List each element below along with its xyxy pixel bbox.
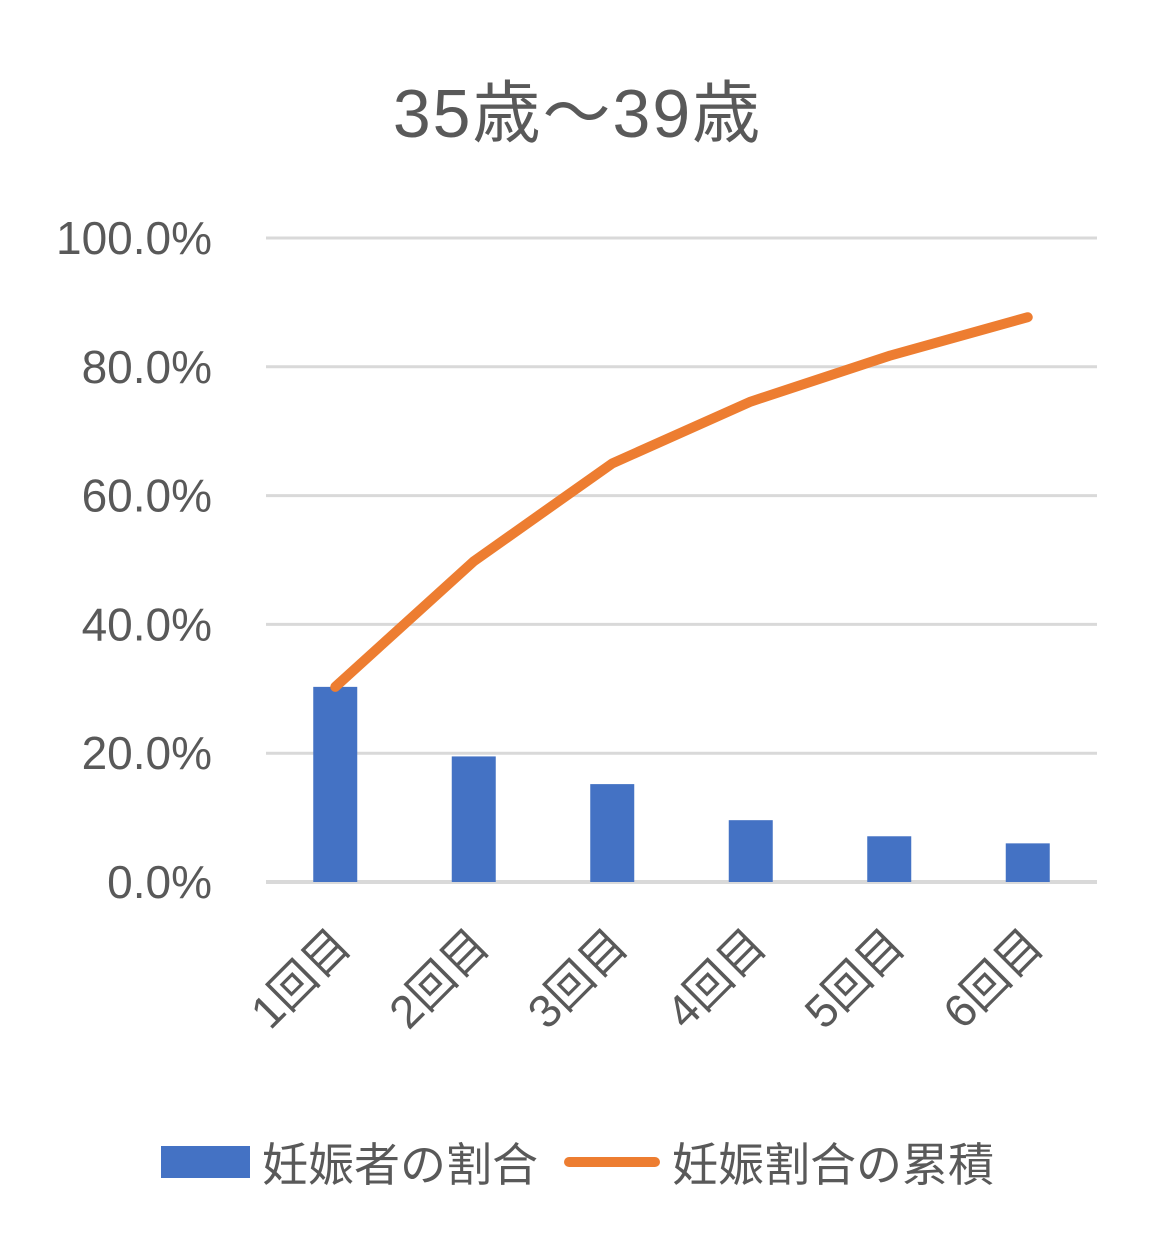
- bar: [590, 784, 635, 882]
- chart-title: 35歳～39歳: [392, 76, 763, 152]
- y-axis-tick-label: 100.0%: [56, 212, 212, 264]
- bar: [313, 686, 358, 882]
- bar-series-swatch-icon: [161, 1146, 250, 1178]
- legend-item-line-series: 妊娠割合の累積: [564, 1129, 994, 1195]
- bar: [728, 820, 773, 882]
- cumulative-line: [330, 312, 1033, 692]
- y-axis-tick-label: 20.0%: [82, 727, 212, 779]
- y-axis-tick-label: 80.0%: [82, 341, 212, 393]
- legend-label-bar-series: 妊娠者の割合: [262, 1139, 538, 1191]
- x-axis-category-label: 6回目: [933, 918, 1053, 1038]
- bar: [451, 756, 496, 882]
- bar: [1005, 843, 1050, 882]
- x-axis-category-label: 1回目: [240, 918, 360, 1038]
- chart-legend: 妊娠者の割合 妊娠割合の累積: [0, 1126, 1155, 1198]
- x-axis-category-label: 5回目: [794, 918, 914, 1038]
- legend-item-bar-series: 妊娠者の割合: [161, 1129, 538, 1195]
- line-series-swatch-icon: [564, 1157, 660, 1167]
- y-axis-tick-label: 0.0%: [107, 856, 212, 908]
- x-axis-category-label: 4回目: [656, 918, 776, 1038]
- bar: [867, 836, 912, 882]
- x-axis-category-label: 3回目: [517, 918, 637, 1038]
- legend-label-line-series: 妊娠割合の累積: [672, 1139, 994, 1191]
- y-axis-tick-label: 60.0%: [82, 470, 212, 522]
- x-axis-category-label: 2回目: [379, 918, 499, 1038]
- y-axis-tick-label: 40.0%: [82, 598, 212, 650]
